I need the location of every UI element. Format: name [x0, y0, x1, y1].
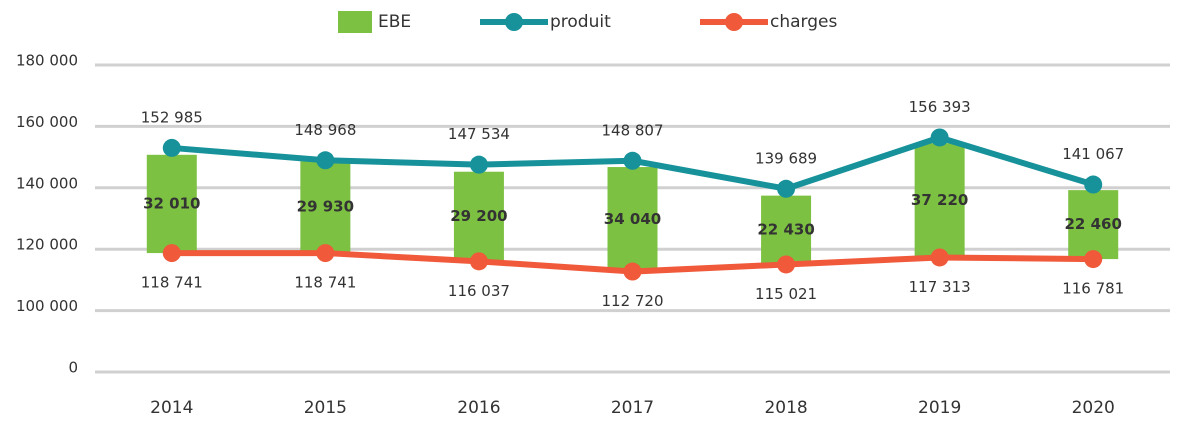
point-value-label: 112 720 — [601, 292, 663, 310]
point-value-label: 156 393 — [909, 98, 971, 116]
line-point — [316, 151, 335, 170]
line-point — [469, 252, 488, 271]
bar — [300, 161, 351, 254]
legend-label: charges — [770, 12, 837, 32]
bar-value-label: 29 200 — [450, 207, 507, 225]
bar — [1068, 190, 1119, 260]
bar — [914, 143, 965, 258]
y-tick-label: 120 000 — [16, 236, 78, 254]
bar — [453, 171, 504, 262]
line-point — [162, 138, 181, 157]
legend-swatch — [338, 11, 372, 33]
legend-swatch — [725, 13, 743, 31]
x-tick-label: 2017 — [611, 398, 654, 418]
line-point — [623, 262, 642, 281]
point-value-label: 152 985 — [141, 108, 203, 126]
y-tick-label: 180 000 — [16, 52, 78, 70]
bar-value-label: 34 040 — [604, 210, 661, 228]
point-value-label: 139 689 — [755, 149, 817, 167]
bar — [146, 154, 197, 254]
line-point — [777, 179, 796, 198]
line-point — [930, 248, 949, 267]
y-tick-label: 140 000 — [16, 174, 78, 192]
line-point — [623, 151, 642, 170]
point-value-label: 147 534 — [448, 125, 510, 143]
point-value-label: 117 313 — [909, 278, 971, 296]
x-tick-label: 2020 — [1072, 398, 1115, 418]
line-point — [777, 255, 796, 274]
bar-value-label: 29 930 — [297, 198, 354, 216]
bar-value-label: 22 430 — [757, 221, 814, 239]
x-tick-label: 2016 — [457, 398, 500, 418]
x-tick-label: 2015 — [304, 398, 347, 418]
line-point — [469, 155, 488, 174]
bar-value-label: 22 460 — [1065, 215, 1122, 233]
point-value-label: 148 968 — [294, 121, 356, 139]
line-point — [162, 244, 181, 263]
bar — [607, 167, 658, 272]
point-value-label: 116 781 — [1062, 280, 1124, 298]
point-value-label: 118 741 — [294, 274, 356, 292]
legend-label: EBE — [378, 12, 411, 32]
x-tick-label: 2014 — [150, 398, 193, 418]
bar — [761, 195, 812, 265]
y-tick-label: 160 000 — [16, 113, 78, 131]
line-point — [1084, 250, 1103, 269]
line-point — [1084, 175, 1103, 194]
y-tick-label: 100 000 — [16, 297, 78, 315]
legend-label: produit — [550, 12, 611, 32]
y-tick-label: 0 — [68, 359, 78, 377]
point-value-label: 141 067 — [1062, 145, 1124, 163]
line-point — [316, 244, 335, 263]
point-value-label: 115 021 — [755, 285, 817, 303]
point-value-label: 148 807 — [601, 121, 663, 139]
bar-value-label: 37 220 — [911, 191, 968, 209]
bar-value-label: 32 010 — [143, 194, 200, 212]
x-tick-label: 2018 — [764, 398, 807, 418]
line-point — [930, 128, 949, 147]
point-value-label: 118 741 — [141, 274, 203, 292]
point-value-label: 116 037 — [448, 282, 510, 300]
x-tick-label: 2019 — [918, 398, 961, 418]
legend-swatch — [505, 13, 523, 31]
